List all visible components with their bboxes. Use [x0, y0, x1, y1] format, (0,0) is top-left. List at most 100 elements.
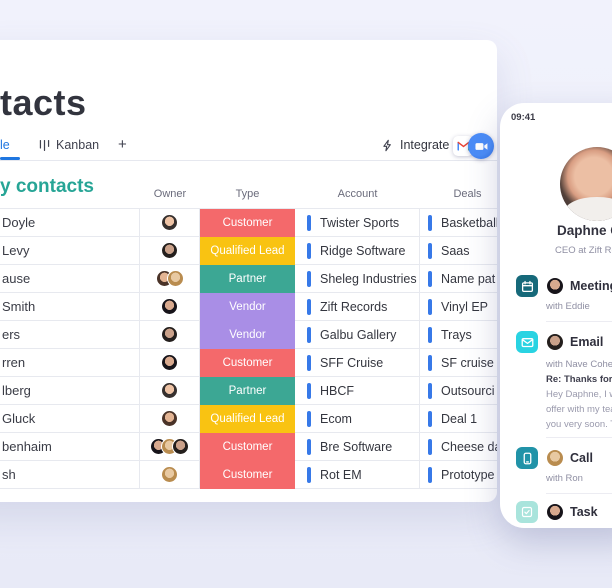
contact-name-cell[interactable]: ers: [0, 321, 140, 348]
type-badge[interactable]: Customer: [200, 349, 295, 377]
email-body-line: Hey Daphne, I wil: [546, 389, 612, 400]
type-cell[interactable]: Partner: [200, 265, 295, 293]
deal-name: Deal 1: [441, 411, 478, 426]
table-row: sh Customer Rot EM Prototype: [0, 461, 497, 489]
owner-cell[interactable]: [140, 321, 200, 348]
deal-cell[interactable]: Prototype: [420, 461, 497, 488]
add-view-button[interactable]: +: [118, 136, 127, 153]
owner-cell[interactable]: [140, 237, 200, 264]
type-cell[interactable]: Partner: [200, 377, 295, 405]
column-header-account[interactable]: Account: [337, 188, 378, 200]
column-header-deals[interactable]: Deals: [453, 188, 482, 200]
email-meta: with Nave Cohen,: [546, 359, 612, 370]
task-icon: [516, 501, 538, 523]
integrate-button[interactable]: Integrate: [381, 138, 449, 152]
owner-avatar: [166, 270, 184, 287]
account-cell[interactable]: HBCF: [295, 377, 420, 404]
status-bar-time: 09:41: [511, 112, 536, 123]
tab-kanban[interactable]: Kanban: [38, 138, 99, 152]
contact-name-cell[interactable]: Doyle: [0, 209, 140, 236]
type-badge[interactable]: Partner: [200, 377, 295, 405]
deal-cell[interactable]: Trays: [420, 321, 497, 348]
type-badge[interactable]: Customer: [200, 461, 295, 489]
account-cell[interactable]: Ecom: [295, 405, 420, 432]
type-cell[interactable]: Customer: [200, 461, 295, 489]
activity-meeting[interactable]: Meeting with Eddie: [500, 275, 612, 321]
contact-name-cell[interactable]: ause: [0, 265, 140, 292]
column-header-type[interactable]: Type: [235, 188, 260, 200]
owner-cell[interactable]: [140, 461, 200, 488]
owner-cell[interactable]: [140, 209, 200, 236]
owner-cell[interactable]: [140, 293, 200, 320]
account-name: HBCF: [320, 383, 355, 398]
link-indicator: [428, 382, 432, 399]
contact-name-cell[interactable]: lberg: [0, 377, 140, 404]
deal-cell[interactable]: Saas: [420, 237, 497, 264]
type-cell[interactable]: Qualified Lead: [200, 405, 295, 433]
envelope-icon: [516, 331, 538, 353]
type-badge[interactable]: Customer: [200, 433, 295, 461]
owner-cell[interactable]: [140, 265, 200, 292]
deal-name: Name pat: [441, 271, 496, 286]
contact-name-cell[interactable]: Levy: [0, 237, 140, 264]
account-cell[interactable]: Zift Records: [295, 293, 420, 320]
owner-cell[interactable]: [140, 349, 200, 376]
link-indicator: [428, 326, 432, 343]
type-badge[interactable]: Customer: [200, 209, 295, 237]
email-body-line: you very soon. T: [546, 419, 612, 430]
deal-cell[interactable]: Outsourci: [420, 377, 497, 404]
type-cell[interactable]: Vendor: [200, 321, 295, 349]
type-badge[interactable]: Partner: [200, 265, 295, 293]
activity-avatar: [546, 449, 564, 467]
zoom-icon[interactable]: [468, 133, 494, 159]
contact-name-cell[interactable]: benhaim: [0, 433, 140, 460]
owner-avatar: [161, 410, 178, 427]
view-tabs: le Kanban + Integrate: [0, 133, 497, 161]
link-indicator: [307, 270, 311, 287]
owner-cell[interactable]: [140, 405, 200, 432]
table-row: Smith Vendor Zift Records Vinyl EP: [0, 293, 497, 321]
type-cell[interactable]: Customer: [200, 209, 295, 237]
column-header-owner[interactable]: Owner: [153, 188, 187, 200]
type-cell[interactable]: Customer: [200, 349, 295, 377]
contact-name-cell[interactable]: Gluck: [0, 405, 140, 432]
type-badge[interactable]: Qualified Lead: [200, 237, 295, 265]
type-cell[interactable]: Qualified Lead: [200, 237, 295, 265]
type-cell[interactable]: Customer: [200, 433, 295, 461]
deal-cell[interactable]: Deal 1: [420, 405, 497, 432]
activity-call[interactable]: Call with Ron: [500, 447, 612, 493]
contact-name-cell[interactable]: sh: [0, 461, 140, 488]
account-name: Sheleg Industries: [320, 271, 417, 286]
activity-avatar: [546, 503, 564, 521]
deal-cell[interactable]: Vinyl EP: [420, 293, 497, 320]
activity-task[interactable]: Task: [500, 501, 612, 527]
tab-table[interactable]: le: [0, 138, 10, 152]
account-cell[interactable]: Bre Software: [295, 433, 420, 460]
account-cell[interactable]: Rot EM: [295, 461, 420, 488]
account-cell[interactable]: Sheleg Industries: [295, 265, 420, 292]
deal-cell[interactable]: Cheese da: [420, 433, 497, 460]
owner-cell[interactable]: [140, 377, 200, 404]
type-cell[interactable]: Vendor: [200, 293, 295, 321]
link-indicator: [307, 298, 311, 315]
contact-name-cell[interactable]: Smith: [0, 293, 140, 320]
owner-avatar: [161, 382, 178, 399]
account-cell[interactable]: Ridge Software: [295, 237, 420, 264]
owner-avatar: [161, 466, 178, 483]
deal-cell[interactable]: Basketball: [420, 209, 497, 236]
contact-photo: [560, 147, 612, 221]
account-cell[interactable]: Twister Sports: [295, 209, 420, 236]
type-badge[interactable]: Vendor: [200, 321, 295, 349]
link-indicator: [307, 214, 311, 231]
contact-name-cell[interactable]: rren: [0, 349, 140, 376]
owner-cell[interactable]: [140, 433, 200, 460]
activity-email[interactable]: Email with Nave Cohen, Re: Thanks for co…: [500, 331, 612, 435]
deal-cell[interactable]: Name pat: [420, 265, 497, 292]
type-badge[interactable]: Qualified Lead: [200, 405, 295, 433]
deal-name: SF cruise: [441, 355, 494, 370]
account-cell[interactable]: Galbu Gallery: [295, 321, 420, 348]
deal-cell[interactable]: SF cruise: [420, 349, 497, 376]
account-cell[interactable]: SFF Cruise: [295, 349, 420, 376]
type-badge[interactable]: Vendor: [200, 293, 295, 321]
integrate-icon: [383, 139, 391, 151]
